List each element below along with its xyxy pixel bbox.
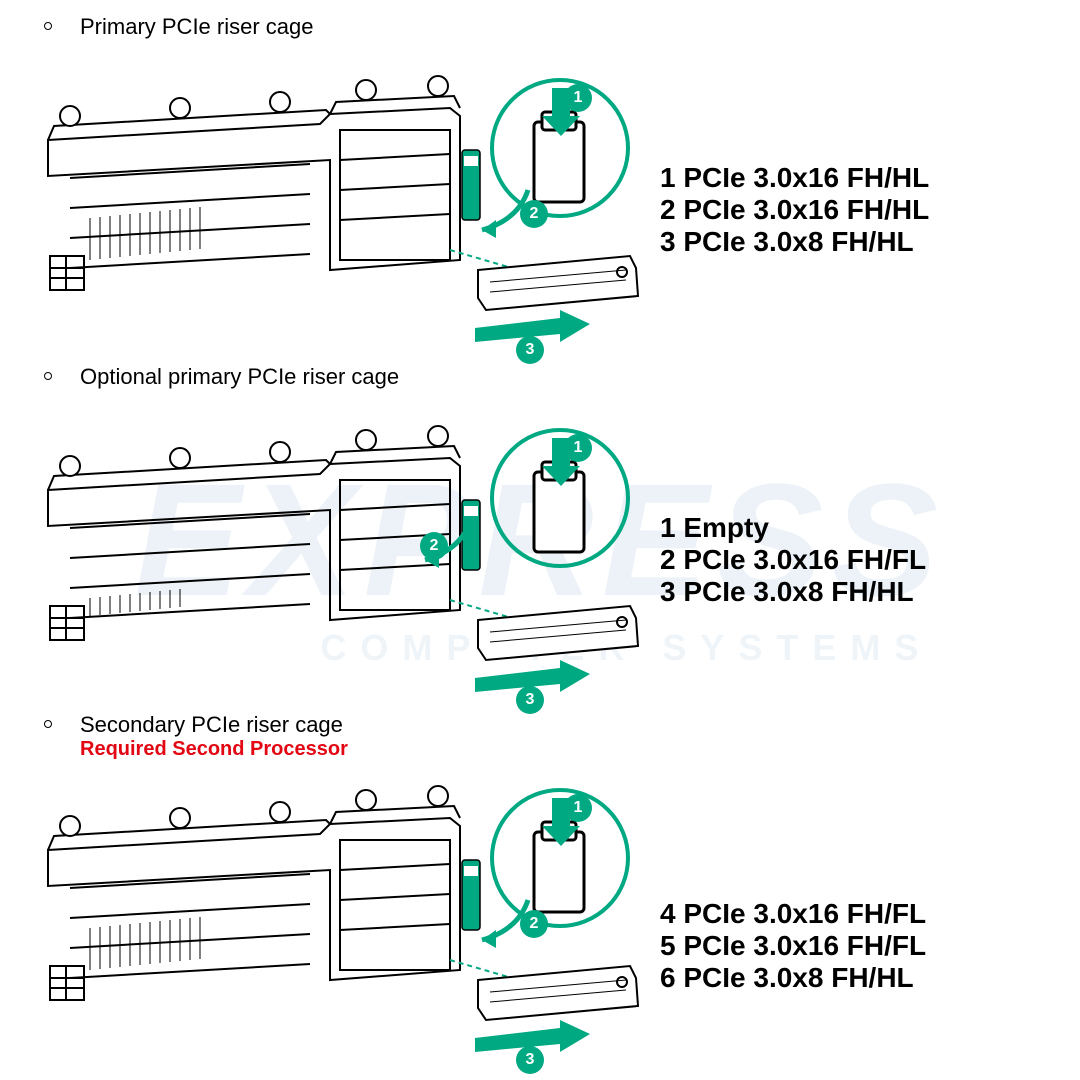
callout-2: 2: [520, 910, 548, 938]
section-title: Primary PCIe riser cage: [80, 14, 314, 40]
bullet-icon: [44, 720, 52, 728]
section-title: Secondary PCIe riser cage: [80, 712, 343, 738]
required-note: Required Second Processor: [80, 738, 348, 761]
callout-3: 3: [516, 686, 544, 714]
callout-2: 2: [520, 200, 548, 228]
callout-1: 1: [564, 84, 592, 112]
callout-3: 3: [516, 336, 544, 364]
section-title: Optional primary PCIe riser cage: [80, 364, 399, 390]
spec-list-3: 4 PCIe 3.0x16 FH/FL 5 PCIe 3.0x16 FH/FL …: [660, 898, 926, 995]
zoom-circle-1: [490, 78, 630, 218]
spec-list-1: 1 PCIe 3.0x16 FH/HL 2 PCIe 3.0x16 FH/HL …: [660, 162, 929, 259]
callout-2: 2: [420, 532, 448, 560]
zoom-circle-2: [490, 428, 630, 568]
callout-3: 3: [516, 1046, 544, 1074]
callout-1: 1: [564, 434, 592, 462]
bullet-icon: [44, 22, 52, 30]
spec-list-2: 1 Empty 2 PCIe 3.0x16 FH/FL 3 PCIe 3.0x8…: [660, 512, 926, 609]
zoom-circle-3: [490, 788, 630, 928]
bullet-icon: [44, 372, 52, 380]
callout-1: 1: [564, 794, 592, 822]
